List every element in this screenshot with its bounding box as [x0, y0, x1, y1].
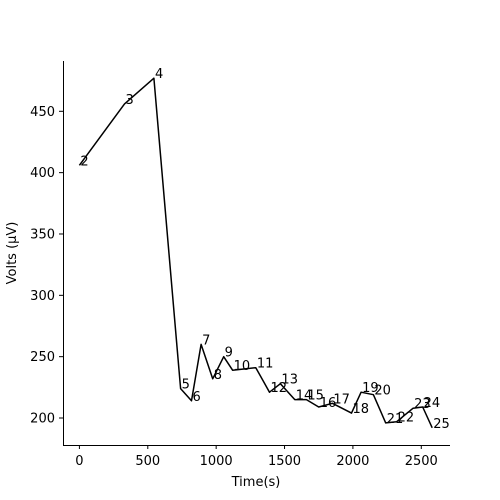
data-point-label: 3 [126, 93, 134, 108]
x-tick-label: 500 [135, 454, 160, 469]
axes [63, 61, 450, 446]
data-point-label: 4 [155, 67, 163, 82]
data-point-label: 17 [333, 392, 350, 407]
y-ticks: 200 250 300 350 400 450 [30, 105, 63, 427]
data-point-label: 10 [234, 359, 251, 374]
y-tick-label: 350 [30, 227, 55, 242]
data-point-label: 13 [281, 373, 298, 388]
data-point-label: 6 [193, 390, 201, 405]
x-axis-label: Time(s) [231, 475, 281, 490]
data-point-label: 18 [353, 402, 370, 417]
data-point-label: 21 [387, 412, 404, 427]
data-point-label: 8 [214, 368, 222, 383]
data-point-label: 5 [182, 378, 190, 393]
data-point-label: 25 [433, 417, 450, 432]
data-point-label: 12 [270, 381, 287, 396]
data-point-label: 19 [362, 381, 379, 396]
y-tick-label: 250 [30, 350, 55, 365]
y-tick-label: 450 [30, 105, 55, 120]
data-point-label: 16 [320, 396, 337, 411]
x-ticks: 0 500 1000 1500 2000 2500 [75, 445, 438, 469]
data-point-label: 2 [80, 154, 88, 169]
y-tick-label: 300 [30, 289, 55, 304]
data-point-label: 7 [202, 333, 210, 348]
x-tick-label: 0 [75, 454, 83, 469]
x-tick-label: 1000 [200, 454, 233, 469]
x-tick-label: 2000 [336, 454, 369, 469]
series-group [78, 77, 433, 429]
x-tick-label: 2500 [405, 454, 438, 469]
y-tick-label: 200 [30, 412, 55, 427]
y-tick-label: 400 [30, 166, 55, 181]
data-point-label: 9 [225, 346, 233, 361]
data-point-label: 14 [296, 389, 313, 404]
data-point-label: 24 [424, 396, 441, 411]
data-point-label: 15 [307, 389, 324, 404]
data-point-label: 23 [414, 397, 431, 412]
data-point-label: 22 [398, 411, 415, 426]
y-axis-label: Volts (µV) [5, 222, 20, 285]
series-line [78, 77, 433, 429]
x-tick-label: 1500 [268, 454, 301, 469]
data-point-label: 11 [257, 357, 274, 372]
data-point-label: 20 [374, 384, 391, 399]
